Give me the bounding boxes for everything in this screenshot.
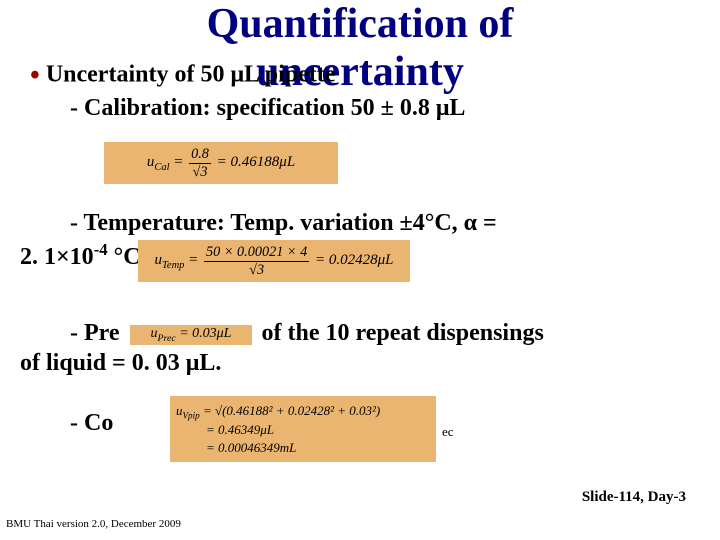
formula-precision: uPrec = 0.03μL [130,325,252,345]
formula1-content: uCal = 0.8 √3 = 0.46188μL [147,147,295,179]
footer-credit: BMU Thai version 2.0, December 2009 [6,518,181,530]
formula4-line1: uVpip = √(0.46188² + 0.02428² + 0.03²) [176,402,380,422]
precision-line-2: of liquid = 0. 03 μL. [20,350,221,377]
temperature-line-2: 2. 1×10-4 °C-1 [20,240,155,271]
title-line-1: Quantification of [207,1,514,47]
slide-number: Slide-114, Day-3 [582,489,686,506]
formula4-line2: = 0.46349μL [176,421,274,439]
bullet-text: Uncertainty of 50 μL pipette [46,62,336,88]
formula-combined: uVpip = √(0.46188² + 0.02428² + 0.03²) =… [170,396,436,462]
temperature-line-1: - Temperature: Temp. variation ±4°C, α = [70,210,690,237]
combined-line: - Co [70,410,113,437]
bullet-main: • Uncertainty of 50 μL pipette [30,60,335,92]
formula2-content: uTemp = 50 × 0.00021 × 4 √3 = 0.02428μL [155,245,394,277]
formula3-content: uPrec = 0.03μL [151,326,232,344]
formula-temperature: uTemp = 50 × 0.00021 × 4 √3 = 0.02428μL [138,240,410,282]
ec-fragment: ec [442,424,454,440]
formula4-line3: = 0.00046349mL [176,439,296,457]
calibration-line: - Calibration: specification 50 ± 0.8 μL [70,95,465,122]
bullet-icon: • [30,60,40,91]
formula-calibration: uCal = 0.8 √3 = 0.46188μL [104,142,338,184]
